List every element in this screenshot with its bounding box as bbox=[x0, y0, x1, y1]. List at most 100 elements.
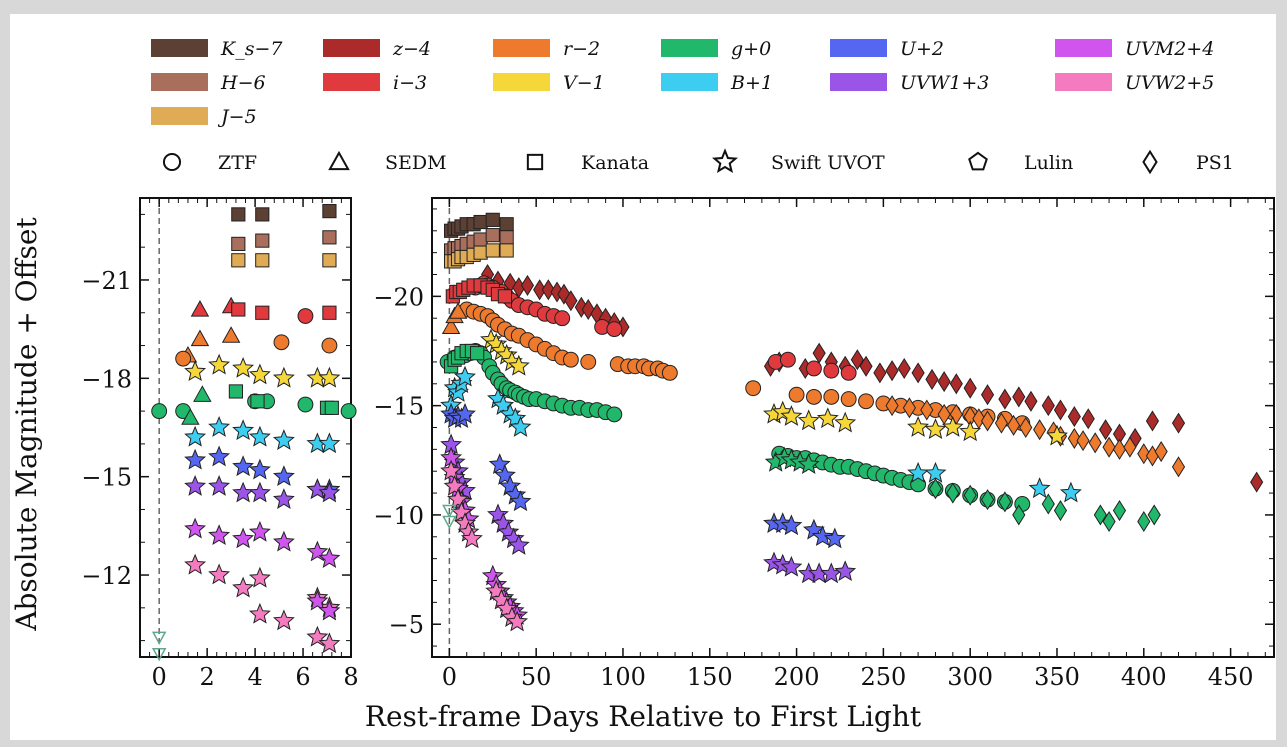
y-tick-label: −10 bbox=[373, 502, 424, 530]
y-tick-label: −5 bbox=[389, 611, 424, 639]
data-point-UVW1 bbox=[780, 555, 803, 577]
legend-label-B: B+1 bbox=[730, 72, 773, 94]
data-point-g bbox=[1112, 500, 1127, 522]
data-point-UVM2 bbox=[208, 524, 231, 545]
legend-instrument-label: Swift UVOT bbox=[771, 152, 885, 174]
data-point-g bbox=[928, 478, 943, 500]
legend-label-z: z−4 bbox=[392, 38, 431, 60]
data-point-g bbox=[228, 384, 244, 399]
x-axis-title: Rest-frame Days Relative to First Light bbox=[365, 700, 922, 733]
data-points-right bbox=[439, 212, 1264, 632]
data-point-B bbox=[272, 429, 295, 450]
upper-limit-marker bbox=[442, 504, 457, 519]
data-point-i bbox=[297, 308, 314, 324]
data-point-UVW2 bbox=[440, 459, 463, 481]
y-tick-label: −15 bbox=[373, 393, 424, 421]
legend-marker-pentagon bbox=[968, 151, 988, 171]
data-point-V bbox=[232, 356, 255, 378]
data-point-z bbox=[1024, 390, 1038, 412]
data-point-z bbox=[980, 384, 995, 406]
data-point-UVW2 bbox=[460, 527, 483, 549]
data-point-z bbox=[541, 279, 555, 301]
data-point-B bbox=[492, 394, 515, 415]
data-point-r bbox=[321, 337, 338, 354]
light-curve-figure: K_s−7 z−4 r−2 g+0 U+2 UVM2+4 H−6 i−3 V−1 B+1 UVW1+… bbox=[10, 38, 1275, 733]
legend-swatch-J bbox=[151, 107, 208, 125]
legend-swatch-U bbox=[830, 39, 887, 57]
data-point-UVW2 bbox=[318, 632, 341, 654]
data-point-r bbox=[1123, 436, 1137, 458]
data-point-r bbox=[580, 353, 597, 370]
legend-instrument-label: ZTF bbox=[218, 152, 257, 174]
x-tick-label: 4 bbox=[247, 663, 262, 691]
legend-marker-square bbox=[526, 153, 544, 171]
legend-label-r: r−2 bbox=[563, 38, 600, 60]
data-point-g bbox=[1041, 493, 1055, 515]
legend-label-UVW2: UVW2+5 bbox=[1125, 72, 1214, 94]
data-point-UVW1 bbox=[232, 481, 255, 503]
data-point-i bbox=[231, 302, 246, 317]
panel-left-early: 0 2 4 6 8 −21 −18 −15 −12 bbox=[81, 197, 359, 691]
data-point-UVW2 bbox=[447, 488, 469, 509]
legend-label-UVM2: UVM2+4 bbox=[1125, 38, 1214, 60]
data-point-g bbox=[1093, 504, 1107, 526]
data-point-UVW2 bbox=[248, 602, 271, 624]
x-tick-label: 250 bbox=[860, 663, 906, 691]
data-point-g bbox=[1147, 504, 1161, 526]
legend-swatch-UVW1 bbox=[830, 73, 887, 91]
data-point-r bbox=[1067, 427, 1081, 449]
data-point-z bbox=[859, 355, 873, 377]
y-tick-label: −21 bbox=[81, 267, 132, 295]
y-axis-title: Absolute Magnitude + Offset bbox=[10, 217, 43, 632]
data-point-J bbox=[499, 243, 514, 258]
data-point-V bbox=[924, 418, 947, 439]
data-point-Ks bbox=[255, 207, 270, 222]
data-point-r bbox=[448, 302, 468, 319]
data-point-z bbox=[1067, 406, 1081, 428]
legend-label-V: V−1 bbox=[563, 72, 605, 94]
data-point-g bbox=[1012, 504, 1026, 526]
data-point-B bbox=[924, 461, 947, 483]
data-point-r bbox=[1033, 419, 1047, 441]
data-point-UVW2 bbox=[248, 566, 271, 588]
data-point-r bbox=[885, 395, 899, 417]
data-point-i bbox=[823, 362, 840, 379]
data-point-H bbox=[485, 228, 500, 243]
data-point-UVW1 bbox=[272, 488, 295, 509]
data-point-r bbox=[840, 391, 857, 408]
data-point-g bbox=[946, 482, 960, 504]
data-point-J bbox=[322, 253, 337, 268]
data-point-r bbox=[805, 388, 822, 405]
data-point-V bbox=[208, 353, 231, 375]
data-point-UVW1 bbox=[208, 474, 231, 496]
legend-swatch-r bbox=[493, 39, 550, 57]
data-point-UVM2 bbox=[318, 599, 341, 621]
upper-limit-marker bbox=[151, 631, 167, 645]
data-point-z bbox=[557, 283, 571, 305]
data-point-i bbox=[322, 305, 337, 320]
data-point-z bbox=[873, 362, 887, 384]
data-point-H bbox=[499, 230, 514, 245]
data-point-V bbox=[318, 366, 341, 388]
data-point-g bbox=[963, 484, 977, 506]
data-point-V bbox=[797, 409, 820, 431]
data-point-B bbox=[318, 432, 341, 454]
x-tick-label: 300 bbox=[947, 663, 993, 691]
band-legend: K_s−7 z−4 r−2 g+0 U+2 UVM2+4 H−6 i−3 V−1 B+1 UVW1+… bbox=[151, 38, 1214, 128]
y-tick-label: −20 bbox=[373, 283, 424, 311]
data-point-g bbox=[181, 408, 200, 425]
data-point-V bbox=[1046, 424, 1068, 446]
data-point-r bbox=[788, 386, 805, 403]
data-point-UVW1 bbox=[507, 533, 530, 555]
data-point-z bbox=[533, 279, 547, 301]
legend-label-H: H−6 bbox=[220, 72, 266, 94]
figure: K_s−7 z−4 r−2 g+0 U+2 UVM2+4 H−6 i−3 V−1 B+1 UVW1+… bbox=[10, 14, 1276, 740]
data-point-H bbox=[231, 236, 246, 252]
data-point-r bbox=[1019, 416, 1033, 439]
legend-label-U: U+2 bbox=[900, 38, 944, 60]
x-tick-label: 200 bbox=[774, 663, 820, 691]
data-point-UVM2 bbox=[318, 547, 341, 568]
data-point-z bbox=[1171, 412, 1186, 434]
data-point-z bbox=[564, 290, 578, 312]
data-point-g bbox=[151, 403, 168, 420]
